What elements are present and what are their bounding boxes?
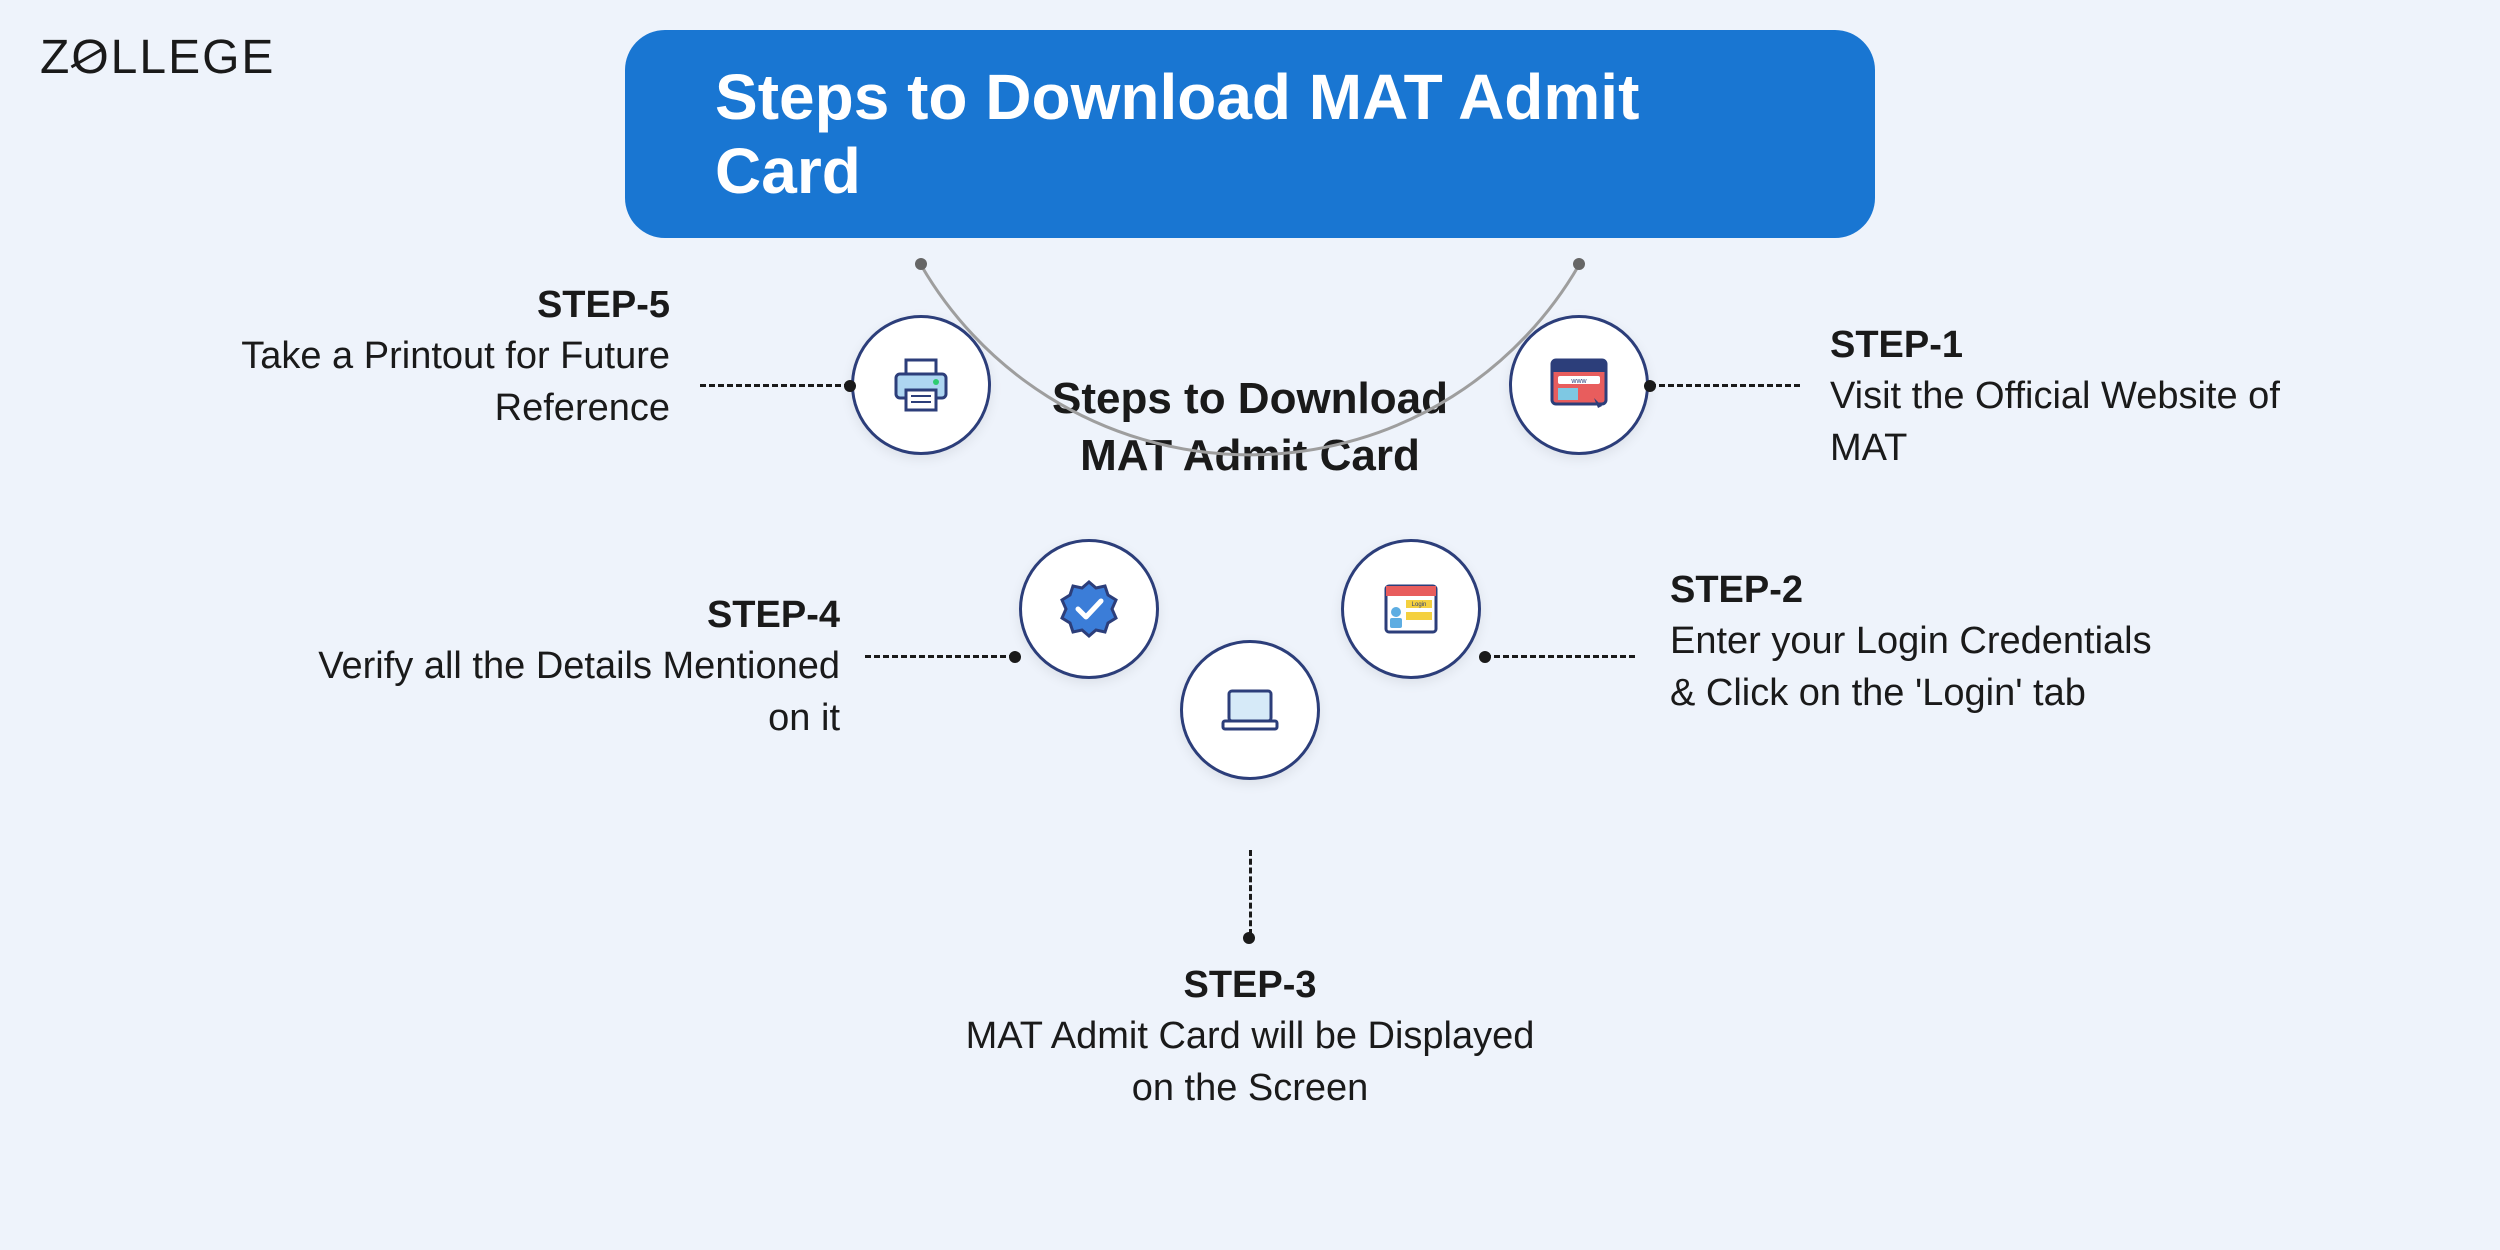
step-1-title: STEP-1: [1830, 320, 2290, 371]
printer-icon: [886, 350, 956, 420]
step-5-desc: Take a Printout for Future Reference: [241, 335, 670, 428]
step-5-label: STEP-5 Take a Printout for Future Refere…: [220, 280, 670, 434]
step-1-label: STEP-1 Visit the Official Website of MAT: [1830, 320, 2290, 474]
verified-badge-icon: [1054, 574, 1124, 644]
page-title-banner: Steps to Download MAT Admit Card: [625, 30, 1875, 238]
connector-step-3-dot: [1243, 932, 1255, 944]
svg-text:Login: Login: [1412, 602, 1427, 608]
step-1-desc: Visit the Official Website of MAT: [1830, 375, 2280, 468]
step-4-title: STEP-4: [310, 590, 840, 641]
connector-step-3-line: [1249, 850, 1252, 935]
arc-end-dot-left: [915, 258, 927, 270]
node-step-5: [851, 315, 991, 455]
website-icon: www: [1544, 350, 1614, 420]
step-5-title: STEP-5: [220, 280, 670, 331]
step-2-desc: Enter your Login Credentials & Click on …: [1670, 620, 2152, 713]
connector-step-1: [1650, 384, 1800, 387]
laptop-icon: [1215, 675, 1285, 745]
connector-step-5: [700, 384, 850, 387]
node-step-1: www: [1509, 315, 1649, 455]
brand-logo: ZOLLEGE: [40, 30, 275, 85]
step-3-title: STEP-3: [950, 960, 1550, 1011]
connector-step-2: [1485, 655, 1635, 658]
step-3-label: STEP-3 MAT Admit Card will be Displayed …: [950, 960, 1550, 1114]
step-3-desc: MAT Admit Card will be Displayed on the …: [966, 1015, 1535, 1108]
login-icon: Login: [1376, 574, 1446, 644]
node-step-4: [1019, 539, 1159, 679]
step-2-label: STEP-2 Enter your Login Credentials & Cl…: [1670, 565, 2170, 719]
svg-text:www: www: [1570, 378, 1587, 385]
step-2-title: STEP-2: [1670, 565, 2170, 616]
arc-end-dot-right: [1573, 258, 1585, 270]
step-4-desc: Verify all the Details Mentioned on it: [318, 645, 840, 738]
node-step-3: [1180, 640, 1320, 780]
connector-step-4: [865, 655, 1015, 658]
step-4-label: STEP-4 Verify all the Details Mentioned …: [310, 590, 840, 744]
node-step-2: Login: [1341, 539, 1481, 679]
